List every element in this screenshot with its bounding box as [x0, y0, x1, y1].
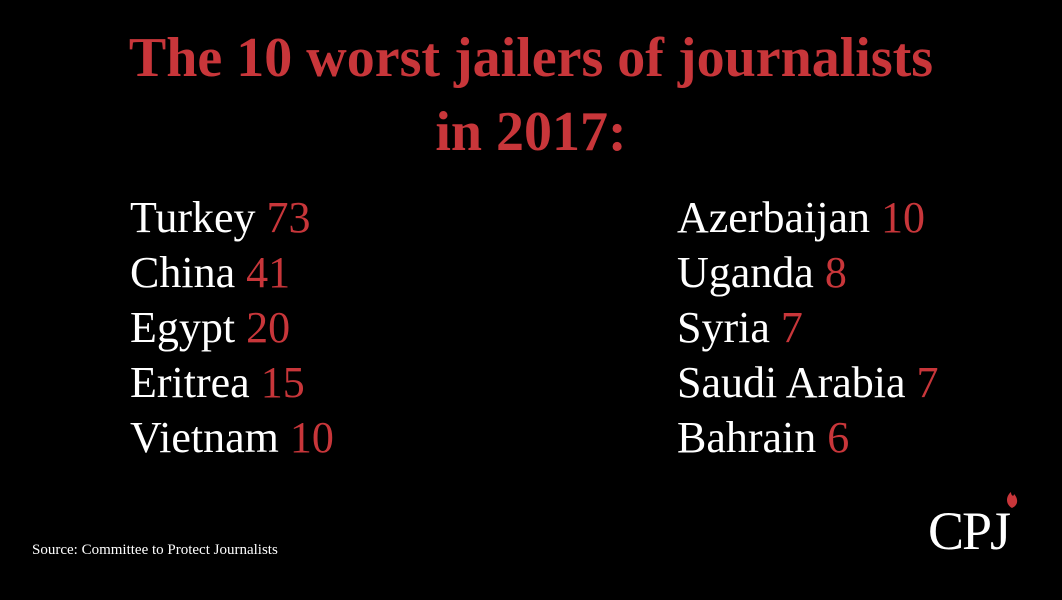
jailed-count: 7 [916, 358, 939, 407]
logo: CPJ [928, 501, 1011, 561]
country-name: Saudi Arabia [677, 358, 906, 407]
source: Source: Committee to Protect Journalists [32, 542, 278, 558]
list-column: Turkey 73 China 41 Egypt 20 Eritrea 15 Vietn… [130, 190, 334, 465]
country-name: Vietnam [130, 413, 279, 462]
title-line: The 10 worst jailers of journalists [128, 27, 934, 89]
list-row: Uganda 8 [677, 245, 939, 300]
list-row: Vietnam 10 [130, 410, 334, 465]
jailed-count: 20 [246, 303, 291, 352]
country-name: Syria [677, 303, 770, 352]
country-name: Uganda [677, 248, 814, 297]
list-row: Bahrain 6 [677, 410, 939, 465]
country-name: Azerbaijan [677, 193, 870, 242]
country-name: Egypt [130, 303, 236, 352]
jailed-count: 8 [824, 248, 847, 297]
jailed-count: 10 [881, 193, 925, 242]
list-row: Egypt 20 [130, 300, 334, 355]
jailed-count: 6 [827, 413, 850, 462]
country-name: China [130, 248, 236, 297]
list-row: Azerbaijan 10 [677, 190, 939, 245]
jailed-count: 73 [266, 193, 311, 242]
country-name: Bahrain [677, 413, 817, 462]
jailed-count: 7 [780, 303, 803, 352]
list-column: Azerbaijan 10 Uganda 8 Syria 7 Saudi Arabia… [677, 190, 939, 465]
list-row: Syria 7 [677, 300, 939, 355]
jailed-count: 10 [289, 413, 334, 462]
list-row: China 41 [130, 245, 334, 300]
logo-flame [1007, 492, 1018, 508]
list-row: Saudi Arabia 7 [677, 355, 939, 410]
list-row: Eritrea 15 [130, 355, 334, 410]
jailed-count: 41 [246, 248, 291, 297]
list-row: Turkey 73 [130, 190, 334, 245]
country-name: Turkey [130, 193, 256, 242]
title-line: in 2017: [435, 101, 627, 163]
country-name: Eritrea [130, 358, 250, 407]
jailed-count: 15 [260, 358, 305, 407]
